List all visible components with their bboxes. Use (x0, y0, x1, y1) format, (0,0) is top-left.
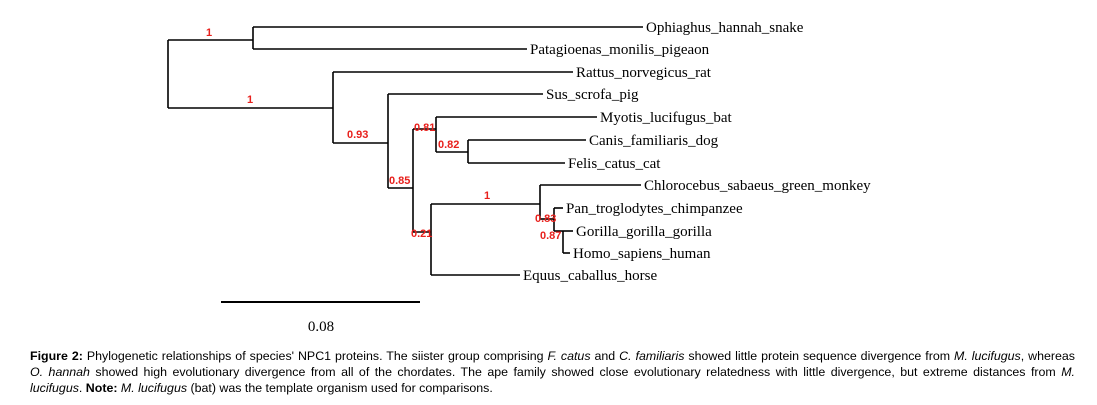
leaf-monkey: Chlorocebus_sabaeus_green_monkey (644, 178, 871, 194)
leaf-gorilla: Gorilla_gorilla_gorilla (576, 224, 712, 240)
support-snake-pigeon: 1 (206, 27, 212, 39)
note-label: Note: (85, 381, 118, 395)
support-laurasia: 0.85 (389, 175, 410, 187)
caption-text: showed high evolutionary divergence from… (89, 365, 1062, 379)
figure-label: Figure 2: (30, 349, 83, 363)
leaf-rat: Rattus_norvegicus_rat (576, 65, 712, 81)
support-chimp-node: 0.83 (535, 213, 556, 225)
support-gorilla-node: 0.87 (540, 230, 561, 242)
species-name: C. familiaris (619, 349, 685, 363)
support-horse-split: 0.21 (411, 228, 432, 240)
leaf-snake: Ophiaghus_hannah_snake (646, 20, 804, 36)
caption-text: showed little protein sequence divergenc… (684, 349, 955, 363)
leaf-pig: Sus_scrofa_pig (546, 87, 639, 103)
leaf-chimp: Pan_troglodytes_chimpanzee (566, 201, 743, 217)
caption-text: . (78, 381, 86, 395)
leaf-pigeon: Patagioenas_monilis_pigeaon (530, 42, 710, 58)
support-dog-cat: 0.82 (438, 139, 459, 151)
species-name: M. lucifugus (954, 349, 1021, 363)
support-primates: 1 (484, 190, 490, 202)
leaf-dog: Canis_familiaris_dog (589, 133, 719, 149)
species-name: M. lucifugus (120, 381, 188, 395)
support-bat-split: 0.81 (414, 122, 435, 134)
species-name: O. hannah (30, 365, 90, 379)
scale-bar-label: 0.08 (308, 319, 334, 335)
leaf-horse: Equus_caballus_horse (523, 268, 657, 284)
caption-text: (bat) was the template organism used for… (187, 381, 493, 395)
support-rat-split: 0.93 (347, 129, 368, 141)
support-mammals: 1 (247, 94, 253, 106)
phylogenetic-tree: Ophiaghus_hannah_snake Patagioenas_monil… (167, 20, 871, 335)
figure-caption: Figure 2: Phylogenetic relationships of … (30, 348, 1075, 396)
caption-text: , whereas (1020, 349, 1075, 363)
species-name: F. catus (547, 349, 591, 363)
caption-text: Phylogenetic relationships of species' N… (82, 349, 548, 363)
leaf-cat: Felis_catus_cat (568, 156, 661, 172)
leaf-human: Homo_sapiens_human (573, 246, 711, 262)
species-name: M. lucifugus (30, 365, 1075, 395)
leaf-bat: Myotis_lucifugus_bat (600, 110, 732, 126)
caption-text: and (590, 349, 620, 363)
